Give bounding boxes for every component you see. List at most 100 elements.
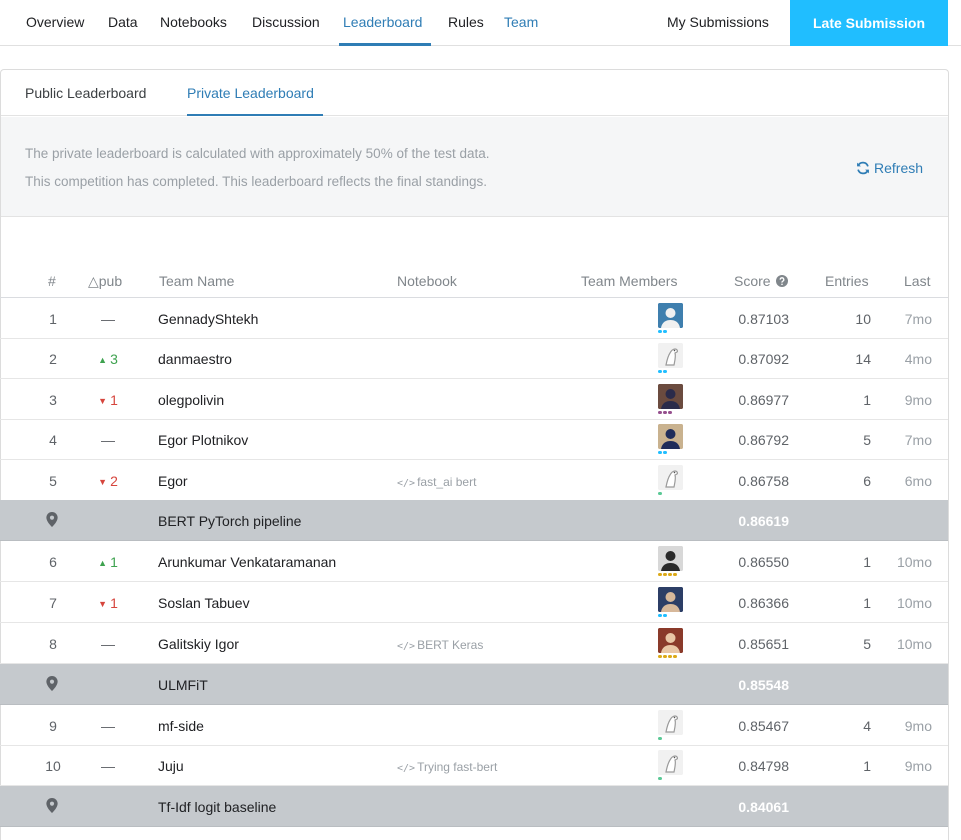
col-entries: Entries — [825, 273, 869, 289]
team-name-link[interactable]: GennadyShtekh — [158, 311, 259, 327]
table-row[interactable]: 7 ▼ 1 Soslan Tabuev 0.86366 1 10mo — [0, 582, 948, 623]
rank-change: — — [90, 758, 126, 774]
avatar[interactable] — [658, 303, 683, 328]
tier-dot — [673, 655, 677, 658]
table-row[interactable]: 5 ▼ 2 Egor </> fast_ai bert 0.86758 6 6mo — [0, 460, 948, 501]
col-notebook: Notebook — [397, 273, 457, 289]
code-icon: </> — [397, 763, 416, 774]
rank-change-value: — — [101, 311, 115, 327]
team-name-link[interactable]: Galitskiy Igor — [158, 636, 239, 652]
tier-badge — [658, 655, 677, 659]
team-name-link[interactable]: Egor Plotnikov — [158, 432, 249, 448]
late-submission-button[interactable]: Late Submission — [790, 0, 948, 46]
benchmark-row[interactable]: Tf-Idf logit baseline 0.84061 — [0, 786, 948, 827]
avatar[interactable] — [658, 424, 683, 449]
tier-dot — [658, 370, 662, 373]
tier-dot — [658, 451, 662, 454]
benchmark-name: Tf-Idf logit baseline — [158, 799, 277, 815]
leaderboard-info: The private leaderboard is calculated wi… — [1, 117, 948, 217]
notebook-link[interactable]: </> fast_ai bert — [397, 475, 476, 489]
rank: 5 — [49, 473, 57, 489]
tier-dot — [663, 614, 667, 617]
avatar[interactable] — [658, 343, 683, 368]
table-row[interactable]: 1 — GennadyShtekh 0.87103 10 7mo — [0, 298, 948, 339]
refresh-button[interactable]: Refresh — [856, 160, 923, 176]
table-row[interactable]: 2 ▲ 3 danmaestro 0.87092 14 4mo — [0, 338, 948, 379]
last-submission: 10mo — [896, 595, 932, 611]
avatar[interactable] — [658, 465, 683, 490]
avatar[interactable] — [658, 384, 683, 409]
tier-dot — [673, 573, 677, 576]
col-delta[interactable]: △pub — [88, 273, 123, 289]
avatar[interactable] — [658, 628, 683, 653]
my-submissions-link[interactable]: My Submissions — [667, 14, 769, 30]
user-photo-icon — [658, 587, 683, 612]
tier-badge — [658, 411, 672, 415]
entries: 5 — [863, 432, 871, 448]
team-name-link[interactable]: danmaestro — [158, 351, 232, 367]
avatar[interactable] — [658, 710, 683, 735]
avatar[interactable] — [658, 587, 683, 612]
team-name-link[interactable]: Arunkumar Venkataramanan — [158, 554, 337, 570]
table-row[interactable]: 6 ▲ 1 Arunkumar Venkataramanan 0.86550 1 10mo — [0, 541, 948, 582]
tab-discussion[interactable]: Discussion — [252, 14, 320, 30]
score: 0.86792 — [738, 432, 789, 448]
user-photo-icon — [658, 628, 683, 653]
score: 0.86366 — [738, 595, 789, 611]
user-photo-icon — [658, 546, 683, 571]
team-name-link[interactable]: Egor — [158, 473, 188, 489]
rank-change: — — [90, 718, 126, 734]
competition-nav: Overview Data Notebooks Discussion Leade… — [0, 0, 961, 46]
table-row[interactable]: 4 — Egor Plotnikov 0.86792 5 7mo — [0, 419, 948, 460]
benchmark-row[interactable]: ULMFiT 0.85548 — [0, 664, 948, 705]
tab-overview[interactable]: Overview — [26, 14, 85, 30]
notebook-title: fast_ai bert — [417, 475, 477, 489]
table-row[interactable]: 3 ▼ 1 olegpolivin 0.86977 1 9mo — [0, 379, 948, 420]
tier-badge — [658, 614, 667, 618]
tier-badge — [658, 573, 677, 577]
tier-dot — [668, 573, 672, 576]
tab-team[interactable]: Team — [504, 14, 539, 30]
rank-change: ▲ 3 — [90, 351, 126, 367]
col-score-label: Score — [734, 273, 771, 289]
benchmark-row[interactable]: BERT PyTorch pipeline 0.86619 — [0, 500, 948, 541]
refresh-icon — [857, 161, 869, 175]
tab-leaderboard[interactable]: Leaderboard — [343, 14, 423, 30]
team-name-link[interactable]: Soslan Tabuev — [158, 595, 250, 611]
tab-notebooks[interactable]: Notebooks — [160, 14, 227, 30]
col-rank: # — [48, 273, 56, 289]
rank-change-value: 2 — [110, 473, 118, 489]
avatar[interactable] — [658, 750, 683, 775]
rank: 9 — [49, 718, 57, 734]
tier-badge — [658, 451, 667, 455]
user-photo-icon — [658, 424, 683, 449]
tab-data[interactable]: Data — [108, 14, 138, 30]
code-icon: </> — [397, 641, 416, 652]
tier-dot — [663, 411, 667, 414]
refresh-label: Refresh — [874, 160, 924, 176]
tab-private-leaderboard[interactable]: Private Leaderboard — [187, 85, 314, 101]
table-row[interactable]: 8 — Galitskiy Igor </> BERT Keras 0.85651 5 10m… — [0, 623, 948, 664]
tier-badge — [658, 737, 662, 741]
table-row[interactable]: 10 — Juju </> Trying fast-bert 0.84798 1 9mo — [0, 745, 948, 786]
entries: 1 — [863, 392, 871, 408]
tier-dot — [658, 492, 662, 495]
team-name-link[interactable]: olegpolivin — [158, 392, 225, 408]
table-row[interactable]: 9 — mf-side 0.85467 4 9mo — [0, 705, 948, 746]
avatar[interactable] — [658, 546, 683, 571]
tier-dot — [658, 777, 662, 780]
team-name-link[interactable]: Juju — [158, 758, 184, 774]
last-submission: 6mo — [904, 473, 932, 489]
benchmark-score: 0.84061 — [738, 799, 789, 815]
notebook-title: BERT Keras — [417, 638, 484, 652]
tab-public-leaderboard[interactable]: Public Leaderboard — [25, 85, 147, 101]
help-circle-icon[interactable] — [776, 275, 789, 287]
notebook-link[interactable]: </> Trying fast-bert — [397, 760, 497, 774]
team-name-link[interactable]: mf-side — [158, 718, 204, 734]
score: 0.87103 — [738, 311, 789, 327]
notebook-link[interactable]: </> BERT Keras — [397, 638, 483, 652]
entries: 4 — [863, 718, 871, 734]
default-avatar-icon — [658, 710, 683, 735]
tab-rules[interactable]: Rules — [448, 14, 484, 30]
rank-change: ▼ 2 — [90, 473, 126, 489]
